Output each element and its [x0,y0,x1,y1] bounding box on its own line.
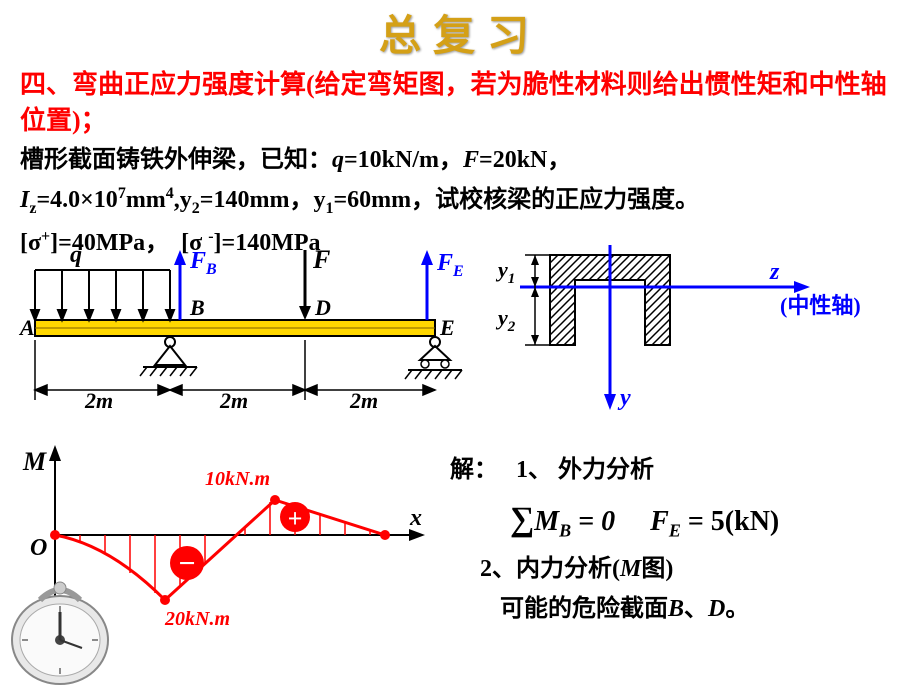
svg-text:2m: 2m [219,388,248,413]
problem-line-2: Iz=4.0×107mm4,y2=140mm，y1=60mm，试校核梁的正应力强… [0,180,920,223]
svg-text:D: D [314,295,331,320]
svg-text:q: q [70,242,82,268]
svg-text:20kN.m: 20kN.m [164,608,230,630]
svg-text:(中性轴): (中性轴) [780,293,861,318]
svg-text:y: y [617,385,631,411]
svg-text:x: x [409,505,422,531]
svg-text:2m: 2m [349,388,378,413]
svg-text:F: F [312,245,330,274]
solution-text: 解： 1、 外力分析 ∑MB = 0 FE = 5(kN) 2、内力分析(M图)… [450,450,910,630]
page-title: 总复习 [0,0,920,63]
svg-text:+: + [288,504,303,533]
svg-text:y2: y2 [495,305,516,335]
svg-text:E: E [439,315,455,340]
svg-text:10kN.m: 10kN.m [205,468,270,490]
svg-text:2m: 2m [84,388,113,413]
section-heading: 四、弯曲正应力强度计算(给定弯矩图，若为脆性材料则给出惯性矩和中性轴位置)； [0,63,920,140]
svg-text:B: B [189,295,205,320]
cross-section-diagram: z (中性轴) y y1 y2 [480,245,910,425]
clock-icon [0,570,120,690]
svg-text:−: − [178,547,195,580]
svg-text:O: O [30,535,47,561]
svg-text:z: z [769,259,780,285]
svg-text:FB: FB [189,248,217,278]
beam-diagram: q FB F FE A B D E 2m 2m 2m [15,240,485,420]
svg-text:FE: FE [436,250,464,280]
svg-text:M: M [22,447,47,476]
svg-text:A: A [18,315,35,340]
problem-line-1: 槽形截面铸铁外伸梁，已知：q=10kN/m，F=20kN， [0,140,920,180]
svg-text:y1: y1 [495,257,515,287]
